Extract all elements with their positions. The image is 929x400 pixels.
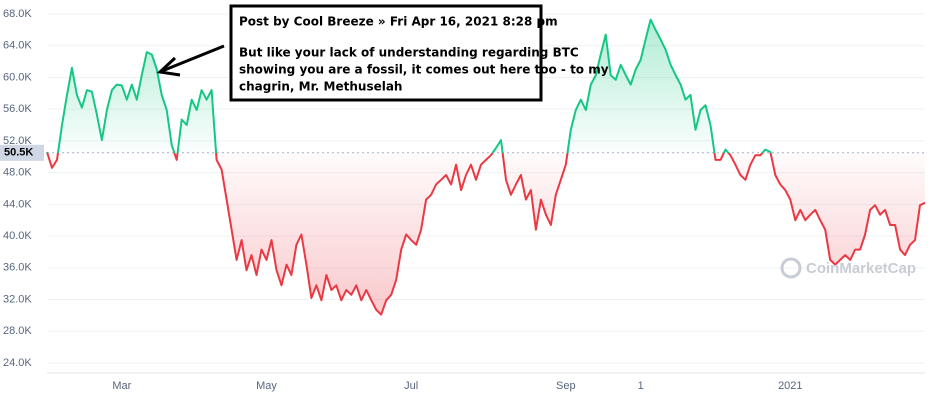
x-tick-label: Sep — [556, 380, 576, 392]
y-tick-label: 44.0K — [3, 198, 32, 210]
y-tick-label: 60.0K — [3, 71, 32, 83]
y-tick-label: 28.0K — [3, 325, 32, 337]
x-tick-label: Mar — [112, 380, 131, 392]
y-tick-label: 24.0K — [3, 357, 32, 369]
arrow — [161, 44, 225, 73]
y-tick-label: 52.0K — [3, 135, 32, 147]
price-line — [46, 18, 926, 316]
y-tick-label: 48.0K — [3, 167, 32, 179]
y-tick-label: 64.0K — [3, 40, 32, 52]
annotation: Post by Cool Breeze » Fri Apr 16, 2021 8… — [156, 4, 609, 102]
watermark: CoinMarketCap — [806, 260, 916, 277]
y-tick-label: 36.0K — [3, 262, 32, 274]
watermark-icon — [780, 257, 802, 279]
y-tick-label: 56.0K — [3, 103, 32, 115]
baseline-label-bg — [0, 144, 44, 161]
baseline-label: 50.5K — [4, 147, 33, 159]
annotation-line: chagrin, Mr. Methuselah — [239, 80, 402, 94]
annotation-line: But like your lack of understanding rega… — [239, 46, 579, 60]
y-tick-label: 68.0K — [3, 8, 32, 20]
annotation-line: showing you are a fossil, it comes out h… — [239, 63, 609, 77]
annotation-box — [229, 4, 543, 102]
x-tick-label: 2021 — [778, 380, 802, 392]
area — [47, 19, 925, 315]
y-tick-label: 40.0K — [3, 230, 32, 242]
arrow-head — [156, 56, 181, 77]
x-tick-label: May — [256, 380, 277, 392]
x-tick-label: Jul — [404, 380, 418, 392]
annotation-title: Post by Cool Breeze » Fri Apr 16, 2021 8… — [239, 15, 558, 29]
y-tick-label: 32.0K — [3, 293, 32, 305]
x-tick-label: 1 — [638, 380, 644, 392]
